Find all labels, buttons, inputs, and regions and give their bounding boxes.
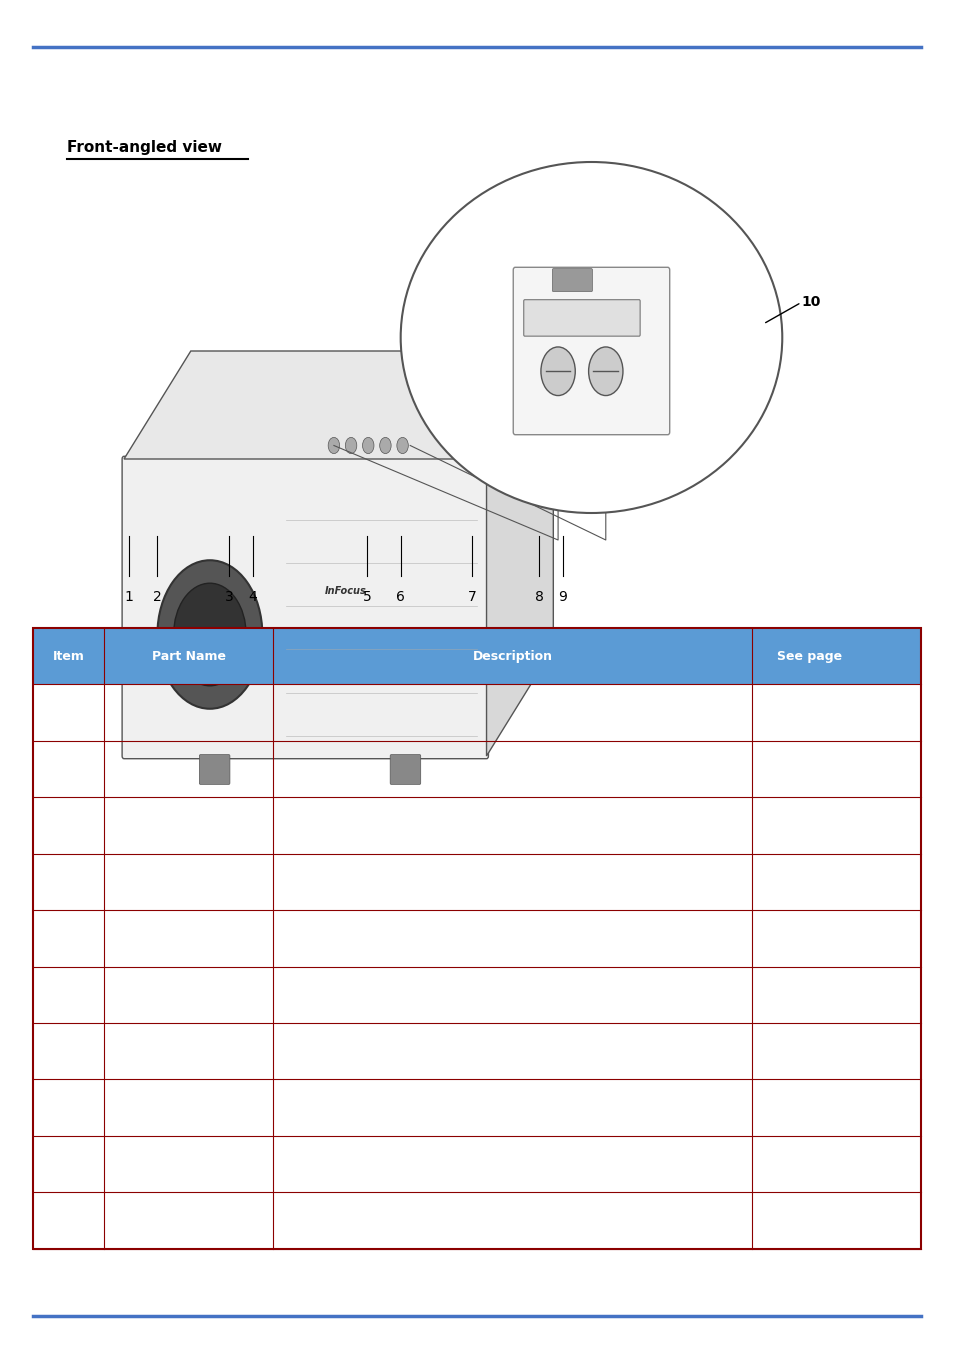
Text: InFocus: InFocus: [324, 586, 366, 595]
Text: 8: 8: [534, 590, 543, 603]
Circle shape: [540, 347, 575, 396]
Circle shape: [157, 560, 262, 709]
Text: See page: See page: [777, 649, 841, 663]
Circle shape: [379, 437, 391, 454]
Polygon shape: [124, 351, 553, 459]
Text: Description: Description: [472, 649, 552, 663]
Text: 9: 9: [558, 590, 567, 603]
Bar: [33, 628, 920, 1249]
Text: 2: 2: [152, 590, 162, 603]
Text: 1: 1: [124, 590, 133, 603]
Polygon shape: [486, 351, 553, 756]
Circle shape: [588, 347, 622, 396]
Text: Front-angled view: Front-angled view: [67, 140, 221, 155]
FancyBboxPatch shape: [523, 300, 639, 336]
Ellipse shape: [400, 162, 781, 513]
Circle shape: [328, 437, 339, 454]
Circle shape: [345, 437, 356, 454]
FancyBboxPatch shape: [122, 456, 488, 759]
FancyBboxPatch shape: [552, 269, 592, 292]
Text: Item: Item: [52, 649, 85, 663]
Text: 7: 7: [467, 590, 476, 603]
Text: 10: 10: [801, 296, 820, 309]
Text: 4: 4: [248, 590, 257, 603]
FancyBboxPatch shape: [513, 267, 669, 435]
Circle shape: [362, 437, 374, 454]
FancyBboxPatch shape: [199, 755, 230, 784]
Text: 6: 6: [395, 590, 405, 603]
Text: 5: 5: [362, 590, 372, 603]
Text: 3: 3: [224, 590, 233, 603]
FancyBboxPatch shape: [390, 755, 420, 784]
Text: Part Name: Part Name: [152, 649, 226, 663]
Circle shape: [396, 437, 408, 454]
FancyBboxPatch shape: [33, 628, 920, 684]
Circle shape: [173, 583, 246, 686]
